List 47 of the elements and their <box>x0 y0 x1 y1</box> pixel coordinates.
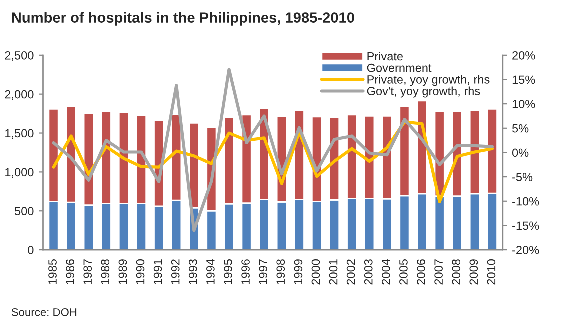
x-tick-label: 1989 <box>118 260 128 284</box>
chart-title: Number of hospitals in the Philippines, 1985-2010 <box>12 12 354 26</box>
y-tick-label: 1,000 <box>6 168 34 178</box>
x-tick-label: 1986 <box>66 260 74 284</box>
legend-label: Government <box>367 64 432 72</box>
y-tick-label: 2,000 <box>5 90 34 100</box>
x-tick-label: 2002 <box>346 260 356 285</box>
x-tick-label: 1994 <box>206 259 215 284</box>
y-tick-label: 0 <box>28 246 34 254</box>
y-tick-label: 1,500 <box>6 129 34 140</box>
x-tick-label: 1985 <box>48 260 57 284</box>
x-tick-label: 1999 <box>294 260 303 284</box>
x-tick-label: 1987 <box>84 260 92 284</box>
x-tick-label: 2007 <box>434 260 443 285</box>
x-tick-label: 2008 <box>452 260 461 285</box>
x-tick-label: 2003 <box>364 260 373 285</box>
x-tick-label: 2001 <box>329 260 338 285</box>
x-tick-label: 1990 <box>136 260 145 284</box>
y2-tick-label: 5% <box>512 124 529 133</box>
x-tick-label: 2009 <box>470 260 478 285</box>
y2-tick-label: 0% <box>512 148 529 158</box>
x-tick-label: 1993 <box>188 260 198 284</box>
x-tick-label: 1997 <box>259 260 268 284</box>
x-tick-label: 1991 <box>154 260 162 284</box>
x-tick-label: 1995 <box>224 260 232 284</box>
x-tick-label: 2005 <box>400 260 408 285</box>
x-tick-label: 2006 <box>417 260 426 285</box>
y2-tick-label: -5% <box>512 173 533 182</box>
x-tick-label: 2000 <box>312 260 320 285</box>
y2-tick-label: -10% <box>512 197 540 206</box>
y2-tick-label: 20% <box>512 51 536 60</box>
x-tick-label: 1998 <box>276 260 286 284</box>
x-tick-label: 1988 <box>101 260 110 284</box>
legend-label: Private <box>368 52 404 61</box>
legend-label: Private, yoy growth, rhs <box>368 75 490 86</box>
x-tick-label: 2004 <box>382 259 390 285</box>
source-note: Source: DOH <box>12 308 77 316</box>
y-tick-label: 500 <box>14 207 34 216</box>
y2-tick-label: 10% <box>512 100 536 108</box>
y2-tick-label: 15% <box>512 76 536 84</box>
x-tick-label: 1992 <box>171 260 180 284</box>
y2-tick-label: -15% <box>512 222 540 230</box>
y-tick-label: 2,500 <box>5 51 34 62</box>
x-tick-label: 2010 <box>487 260 496 285</box>
x-tick-label: 1996 <box>242 260 250 284</box>
legend-label: Gov't, yoy growth, rhs <box>367 86 480 98</box>
y2-tick-label: -20% <box>512 246 540 254</box>
